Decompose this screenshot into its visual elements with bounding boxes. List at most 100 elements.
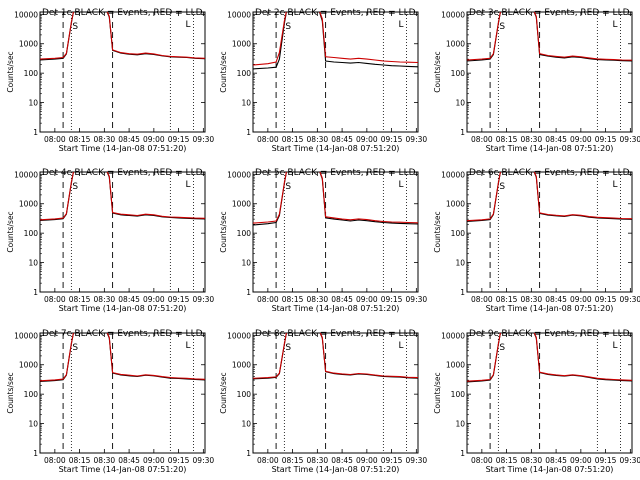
x-tick-label: 09:00 — [143, 456, 165, 465]
y-tick-label: 10000 — [14, 170, 38, 179]
y-axis-label: Counts/sec — [219, 372, 228, 413]
series-line-lld — [40, 12, 205, 60]
x-tick-label: 08:00 — [44, 456, 66, 465]
y-tick-label: 1000 — [19, 200, 38, 209]
marker-label-s: S — [285, 22, 291, 32]
y-axis-label: Counts/sec — [219, 211, 228, 252]
y-axis-label: Counts/sec — [433, 372, 442, 413]
marker-label-l: L — [398, 180, 403, 190]
y-tick-label: 1 — [460, 288, 465, 297]
x-axis-label: Start Time (14-Jan-08 07:51:20) — [272, 465, 400, 474]
y-tick-label: 10000 — [227, 331, 251, 340]
y-tick-label: 1000 — [446, 200, 465, 209]
panel-title: Det 1c BLACK = Events, RED = LLD — [42, 8, 203, 18]
y-tick-label: 100 — [451, 69, 466, 78]
x-tick-label: 09:30 — [406, 295, 428, 304]
x-tick-label: 09:30 — [406, 456, 428, 465]
detector-panel-3: Det 3c BLACK = Events, RED = LLD 1 10 100 10… — [433, 8, 640, 153]
x-tick-label: 09:30 — [620, 135, 640, 144]
x-tick-label: 08:30 — [307, 135, 329, 144]
y-tick-label: 10000 — [227, 170, 251, 179]
x-tick-label: 09:00 — [570, 456, 592, 465]
y-tick-label: 1000 — [232, 361, 251, 370]
x-axis-label: Start Time (14-Jan-08 07:51:20) — [59, 304, 187, 313]
y-axis-label: Counts/sec — [433, 51, 442, 92]
plot-frame — [466, 171, 633, 293]
x-tick-label: 08:30 — [94, 456, 116, 465]
x-tick-label: 08:15 — [496, 456, 518, 465]
y-tick-label: 10 — [28, 259, 38, 268]
x-tick-label: 08:45 — [118, 456, 140, 465]
series-line-lld — [253, 333, 418, 379]
x-axis-label: Start Time (14-Jan-08 07:51:20) — [272, 304, 400, 313]
y-tick-label: 10 — [241, 99, 251, 108]
marker-label-l: L — [185, 341, 190, 351]
x-tick-label: 09:15 — [595, 135, 617, 144]
y-tick-label: 1 — [33, 128, 38, 137]
x-tick-label: 08:00 — [44, 295, 66, 304]
marker-label-l: L — [612, 180, 617, 190]
x-axis-label: Start Time (14-Jan-08 07:51:20) — [59, 144, 187, 153]
panel-title: Det 7c BLACK = Events, RED = LLD — [42, 329, 203, 339]
y-tick-label: 10000 — [441, 331, 465, 340]
y-tick-label: 10000 — [227, 10, 251, 19]
detector-panel-4: Det 4c BLACK = Events, RED = LLD 1 10 100 10… — [6, 168, 215, 313]
x-axis-label: Start Time (14-Jan-08 07:51:20) — [486, 465, 614, 474]
x-tick-label: 09:00 — [143, 135, 165, 144]
panel-title: Det 5c BLACK = Events, RED = LLD — [255, 168, 416, 178]
y-tick-label: 10000 — [441, 170, 465, 179]
y-tick-label: 100 — [24, 390, 39, 399]
y-tick-label: 10 — [241, 420, 251, 429]
x-tick-label: 09:30 — [620, 456, 640, 465]
y-tick-label: 10 — [241, 259, 251, 268]
y-tick-label: 1 — [246, 288, 251, 297]
x-tick-label: 09:00 — [356, 295, 378, 304]
x-tick-label: 08:15 — [496, 295, 518, 304]
y-tick-label: 1 — [246, 128, 251, 137]
x-tick-label: 08:30 — [307, 456, 329, 465]
marker-label-l: L — [185, 180, 190, 190]
detector-panel-2: Det 2c BLACK = Events, RED = LLD 1 10 100 10… — [219, 8, 427, 153]
x-tick-label: 09:30 — [620, 295, 640, 304]
y-tick-label: 1000 — [232, 40, 251, 49]
y-tick-label: 10 — [455, 259, 465, 268]
marker-label-l: L — [398, 341, 403, 351]
y-tick-label: 1000 — [19, 361, 38, 370]
x-tick-label: 08:15 — [69, 295, 91, 304]
x-tick-label: 08:45 — [545, 135, 567, 144]
plot-frame — [466, 11, 633, 133]
marker-label-s: S — [499, 22, 505, 32]
detector-panel-5: Det 5c BLACK = Events, RED = LLD 1 10 100 10… — [219, 168, 428, 313]
x-axis-label: Start Time (14-Jan-08 07:51:20) — [486, 144, 614, 153]
y-tick-label: 1 — [33, 449, 38, 458]
y-tick-label: 10000 — [14, 331, 38, 340]
x-tick-label: 08:15 — [69, 456, 91, 465]
detector-panel-1: Det 1c BLACK = Events, RED = LLD 1 10 100 10… — [6, 8, 214, 153]
y-tick-label: 1000 — [232, 200, 251, 209]
x-tick-label: 09:15 — [168, 135, 190, 144]
x-tick-label: 08:00 — [257, 135, 279, 144]
y-axis-label: Counts/sec — [6, 51, 15, 92]
x-tick-label: 09:00 — [143, 295, 165, 304]
x-tick-label: 08:45 — [118, 295, 140, 304]
plot-frame — [466, 332, 633, 454]
x-tick-label: 08:30 — [521, 295, 543, 304]
y-axis-label: Counts/sec — [219, 51, 228, 92]
marker-label-s: S — [72, 22, 78, 32]
panel-title: Det 4c BLACK = Events, RED = LLD — [42, 168, 203, 178]
x-tick-label: 08:30 — [94, 295, 116, 304]
x-tick-label: 08:15 — [282, 135, 304, 144]
series-line-lld — [253, 12, 418, 66]
marker-label-s: S — [285, 343, 291, 353]
x-tick-label: 09:15 — [381, 135, 403, 144]
x-tick-label: 09:15 — [595, 456, 617, 465]
x-tick-label: 08:15 — [282, 456, 304, 465]
x-tick-label: 08:15 — [69, 135, 91, 144]
plot-frame — [39, 171, 206, 293]
x-tick-label: 09:30 — [193, 295, 215, 304]
marker-label-l: L — [185, 20, 190, 30]
series-line-lld — [40, 172, 205, 221]
y-tick-label: 10 — [455, 420, 465, 429]
series-line-lld — [253, 172, 418, 224]
panel-title: Det 8c BLACK = Events, RED = LLD — [255, 329, 416, 339]
